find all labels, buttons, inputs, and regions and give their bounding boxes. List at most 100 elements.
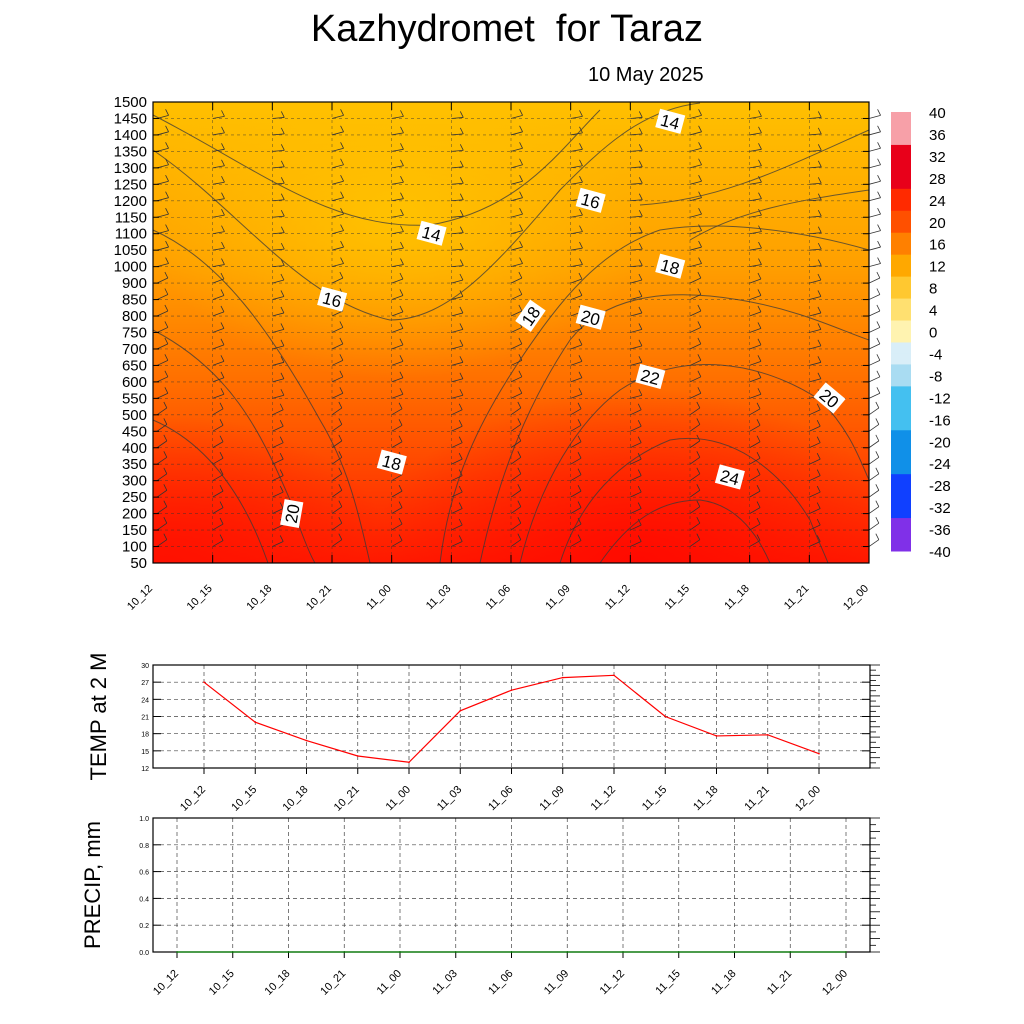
panel-x-tick-label: 11_00: [375, 968, 405, 998]
wind-barb-flag: [758, 159, 762, 166]
wind-barb: [272, 199, 285, 202]
wind-barb: [570, 344, 583, 350]
wind-barb-flag: [876, 271, 881, 279]
wind-barb-flag: [459, 273, 464, 281]
wind-barb-flag: [698, 109, 702, 116]
wind-barb-flag: [165, 224, 169, 231]
wind-barb: [331, 147, 344, 152]
wind-barb-flag: [339, 387, 344, 394]
wind-barb-flag: [164, 337, 169, 345]
wind-barb-flag: [398, 484, 403, 492]
height-tick-label: 1250: [114, 176, 147, 193]
wind-barb: [868, 230, 881, 235]
wind-barb-flag: [816, 518, 821, 526]
wind-barb: [212, 507, 224, 514]
colorbar-label: -36: [929, 522, 951, 539]
wind-barb: [331, 164, 344, 169]
contour-label: 14: [420, 223, 443, 246]
wind-barb: [212, 540, 224, 547]
panel-y-tick-label: 12: [141, 766, 149, 773]
wind-barb: [451, 215, 464, 218]
wind-barb-flag: [219, 501, 224, 508]
wind-barb: [630, 149, 643, 152]
time-tick-label: 12_00: [841, 583, 871, 613]
wind-barb-flag: [578, 355, 583, 362]
contour-label: 18: [380, 451, 403, 474]
panel-data-point: [510, 689, 513, 691]
wind-barb-flag: [577, 468, 582, 475]
wind-barb: [868, 164, 881, 169]
wind-barb-flag: [638, 127, 643, 135]
wind-barb: [212, 181, 225, 185]
contour-label-bg: [575, 187, 606, 213]
colorbar-label: 4: [929, 303, 937, 320]
colorbar-swatch: [891, 287, 911, 300]
wind-barb-flag: [758, 241, 762, 249]
height-tick-label: 150: [122, 522, 147, 539]
wind-barb: [749, 328, 762, 333]
wind-barb: [868, 440, 880, 449]
wind-barb: [749, 360, 762, 366]
wind-barb: [570, 231, 583, 235]
wind-barb: [510, 506, 522, 514]
wind-barb: [510, 539, 522, 547]
wind-barb-flag: [696, 484, 701, 491]
wind-barb-flag: [280, 259, 285, 266]
wind-barb-flag: [458, 436, 463, 443]
height-tick-label: 1200: [114, 193, 147, 210]
wind-barb: [272, 215, 285, 218]
wind-barb-flag: [458, 502, 463, 509]
wind-barb-flag: [579, 241, 583, 249]
time-tick-label: 11_09: [543, 583, 573, 613]
wind-barb-flag: [638, 177, 643, 184]
wind-barb: [630, 232, 643, 235]
wind-barb: [156, 343, 169, 350]
wind-barb: [868, 392, 881, 399]
wind-barb-flag: [697, 337, 702, 345]
contour-label-group: 18: [655, 253, 686, 279]
wind-barb-flag: [758, 176, 762, 183]
wind-barb: [451, 133, 464, 136]
wind-barb-flag: [280, 242, 285, 250]
wind-barb: [212, 457, 224, 465]
wind-barb-flag: [877, 142, 881, 149]
wind-barb: [809, 215, 822, 218]
colorbar-swatch: [891, 463, 911, 475]
colorbar-label: 24: [929, 193, 946, 210]
wind-barb-flag: [875, 533, 880, 540]
wind-barb-flag: [875, 418, 880, 425]
wind-barb-flag: [517, 517, 522, 524]
wind-barb-flag: [697, 271, 702, 279]
height-tick-label: 1100: [115, 226, 147, 243]
wind-barb: [331, 359, 344, 366]
panel-data-point: [733, 951, 736, 953]
panel-x-tick-label: 10_18: [281, 784, 311, 814]
wind-barb-flag: [698, 257, 702, 264]
colorbar-swatch: [891, 112, 911, 124]
wind-barb: [451, 394, 464, 399]
wind-barb: [212, 247, 225, 251]
wind-barb: [689, 180, 702, 185]
wind-barb: [689, 246, 702, 251]
wind-barb: [570, 408, 582, 416]
wind-barb-flag: [816, 403, 821, 410]
wind-barb-flag: [757, 338, 762, 346]
wind-barb: [749, 393, 762, 399]
panel-data-point: [356, 755, 359, 757]
wind-barb: [212, 360, 225, 366]
colorbar-label: -4: [929, 346, 942, 363]
height-tick-label: 100: [122, 539, 147, 556]
wind-barb: [570, 360, 583, 366]
wind-barb-flag: [697, 387, 702, 394]
wind-barb: [272, 149, 285, 152]
wind-barb: [689, 376, 702, 383]
wind-barb-flag: [280, 193, 285, 200]
panel-x-tick-label: 11_00: [384, 784, 414, 814]
wind-barb: [630, 312, 643, 317]
wind-barb: [156, 473, 168, 482]
contour-line: [439, 225, 870, 564]
wind-barb: [689, 197, 702, 202]
wind-barb-flag: [163, 517, 168, 524]
wind-barb: [212, 115, 225, 119]
wind-barb-flag: [398, 402, 403, 410]
